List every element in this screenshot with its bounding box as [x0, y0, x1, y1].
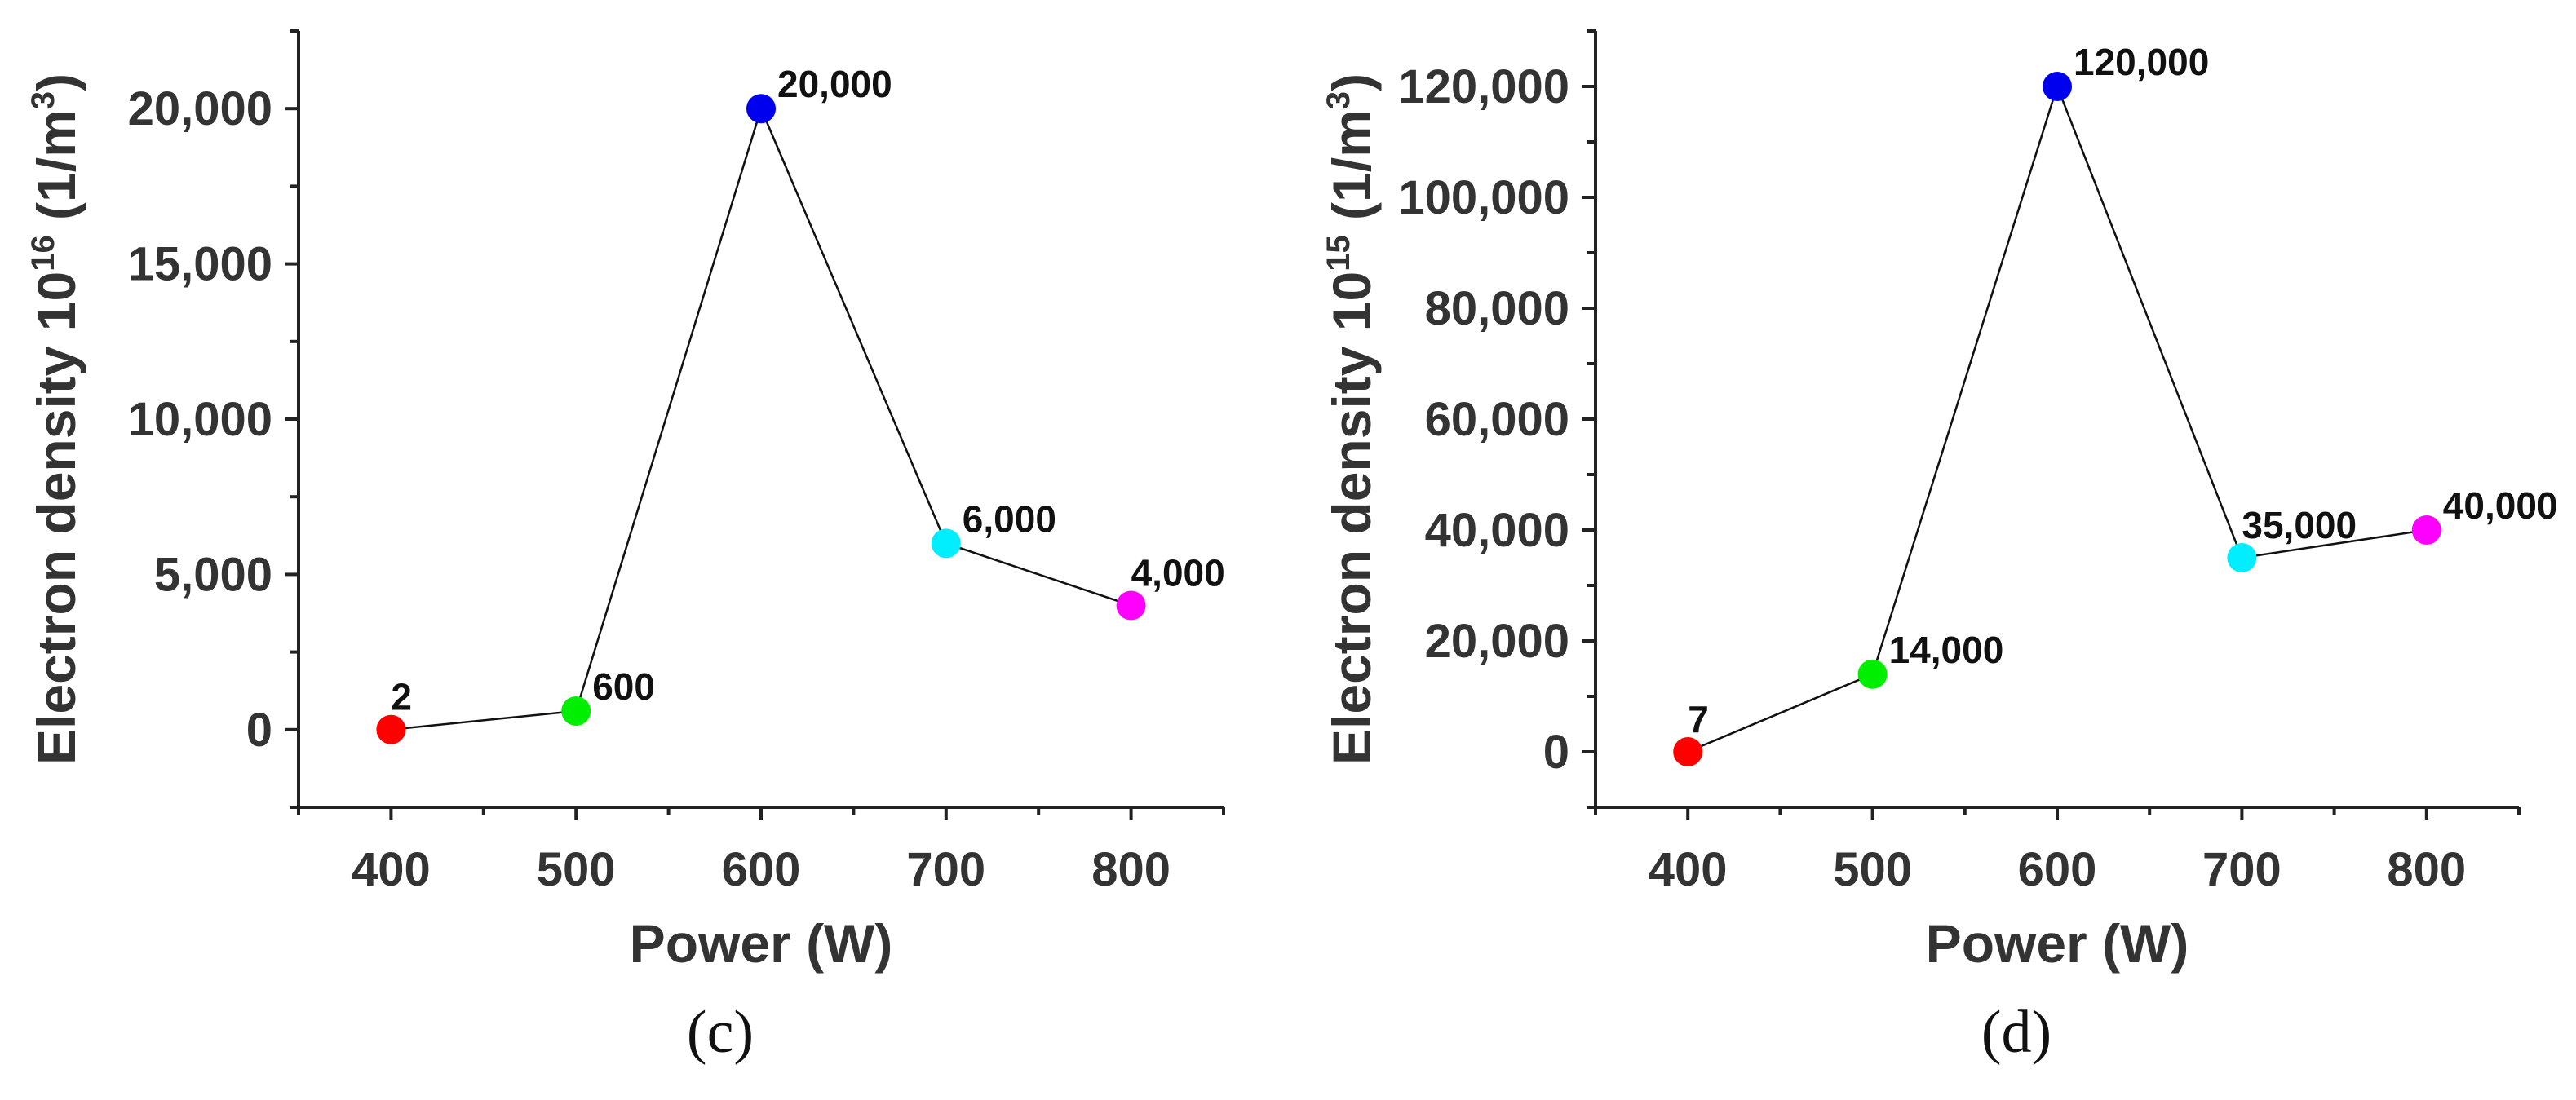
data-label: 40,000 — [2443, 484, 2558, 527]
x-tick-label: 800 — [2387, 843, 2466, 896]
y-tick-label: 5,000 — [154, 548, 272, 601]
x-tick-label: 500 — [1833, 843, 1912, 896]
y-tick-label: 10,000 — [128, 393, 272, 446]
data-point — [2411, 515, 2441, 545]
data-label: 7 — [1688, 698, 1709, 740]
y-tick-label: 120,000 — [1398, 60, 1569, 113]
y-tick-label: 100,000 — [1398, 171, 1569, 224]
y-tick-label: 80,000 — [1425, 282, 1569, 335]
data-label: 14,000 — [1889, 629, 2004, 671]
y-axis-title: Electron density 1016 (1/m3) — [25, 73, 86, 765]
data-point — [1673, 736, 1703, 766]
panel-label: (c) — [687, 999, 754, 1066]
data-label: 4,000 — [1131, 551, 1225, 594]
data-point — [1116, 590, 1146, 621]
data-point — [746, 94, 776, 124]
x-tick-label: 700 — [906, 843, 985, 896]
y-axis-title-part: 3 — [1321, 91, 1357, 109]
y-tick-label: 15,000 — [128, 238, 272, 291]
y-tick-label: 40,000 — [1425, 504, 1569, 557]
y-axis-title-part: Electron density 10 — [1321, 272, 1382, 765]
data-point — [1857, 659, 1888, 689]
x-tick-label: 400 — [1649, 843, 1728, 896]
x-axis-title: Power (W) — [1926, 913, 2189, 974]
y-axis-title-part: Electron density 10 — [26, 272, 86, 765]
y-axis-title-part: 15 — [1321, 235, 1357, 272]
data-label: 20,000 — [777, 63, 892, 105]
data-point — [931, 528, 961, 559]
data-label: 35,000 — [2242, 504, 2357, 546]
series-line — [1687, 83, 2427, 753]
data-point — [2227, 543, 2257, 572]
data-label: 6,000 — [963, 497, 1056, 540]
series-line — [391, 105, 1131, 731]
y-axis-title-part: ) — [1321, 73, 1382, 91]
data-label: 2 — [391, 676, 412, 718]
y-tick-label: 0 — [246, 704, 272, 757]
y-tick-label: 60,000 — [1425, 393, 1569, 446]
x-tick-label: 600 — [722, 843, 801, 896]
x-tick-label: 400 — [352, 843, 431, 896]
data-point — [2043, 72, 2072, 101]
data-label: 600 — [592, 665, 655, 708]
y-axis-title-part: (1/m — [1321, 109, 1382, 235]
data-point — [561, 696, 591, 726]
y-tick-label: 20,000 — [128, 82, 272, 135]
data-point — [376, 714, 406, 744]
chart-panel-d: 0 20,000 40,000 60,000 80,000 100,000 120,000 4… — [1321, 29, 2558, 1066]
y-axis-title-part: 3 — [25, 91, 61, 109]
y-axis-title-part: 16 — [25, 235, 61, 272]
y-axis-title-part: (1/m — [26, 109, 86, 235]
y-tick-label: 20,000 — [1425, 615, 1569, 668]
panel-label: (d) — [1981, 999, 2052, 1066]
x-tick-label: 600 — [2018, 843, 2097, 896]
x-tick-label: 500 — [537, 843, 616, 896]
y-tick-label: 0 — [1543, 726, 1569, 779]
x-tick-label: 700 — [2202, 843, 2282, 896]
chart-panel-c: 0 5,000 10,000 15,000 20,000 400 500 600 700 800 P… — [25, 29, 1225, 1066]
x-tick-label: 800 — [1091, 843, 1171, 896]
x-axis-title: Power (W) — [630, 913, 893, 974]
y-axis-title-part: ) — [26, 73, 86, 91]
data-label: 120,000 — [2074, 41, 2209, 83]
y-axis-title: Electron density 1015 (1/m3) — [1321, 73, 1382, 765]
